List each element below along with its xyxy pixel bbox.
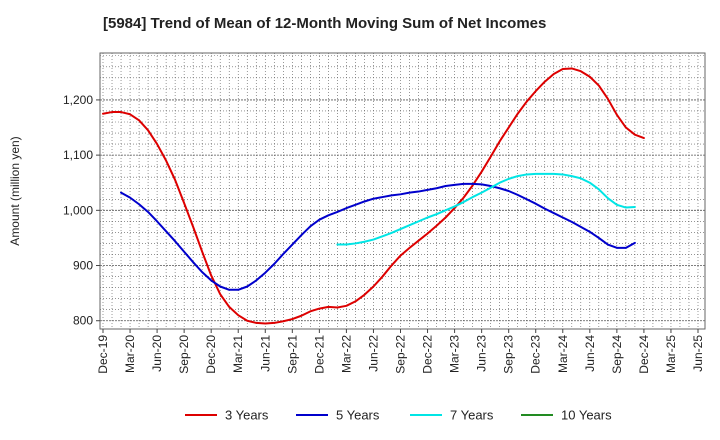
x-tick-label: Sep-22	[394, 335, 408, 374]
legend-label-10-years: 10 Years	[561, 408, 612, 423]
x-tick-label: Sep-24	[610, 335, 624, 374]
x-tick-label: Dec-20	[204, 335, 218, 374]
y-axis-ticks: 800 900 1,000 1,100 1,200	[63, 93, 100, 328]
y-tick-label: 900	[73, 259, 93, 273]
y-axis-title: Amount (million yen)	[8, 136, 22, 245]
chart-title: [5984] Trend of Mean of 12-Month Moving …	[103, 15, 547, 32]
x-tick-label: Mar-22	[339, 335, 353, 373]
x-tick-label: Jun-24	[583, 335, 597, 372]
legend: 3 Years 5 Years 7 Years 10 Years	[185, 408, 612, 423]
y-tick-label: 1,100	[63, 148, 93, 162]
legend-label-3-years: 3 Years	[225, 408, 269, 423]
y-tick-label: 1,000	[63, 203, 93, 217]
x-tick-label: Sep-23	[502, 335, 516, 374]
series-line-7-years	[336, 172, 636, 246]
series-line-3-years	[102, 67, 645, 325]
x-tick-label: Jun-21	[258, 335, 272, 372]
legend-label-7-years: 7 Years	[450, 408, 494, 423]
x-tick-label: Jun-20	[150, 335, 164, 372]
x-tick-label: Mar-23	[448, 335, 462, 373]
x-tick-label: Sep-21	[285, 335, 299, 374]
x-tick-label: Jun-25	[691, 335, 705, 372]
legend-label-5-years: 5 Years	[336, 408, 380, 423]
y-tick-label: 1,200	[63, 93, 93, 107]
x-tick-label: Dec-24	[637, 335, 651, 374]
series-lines	[102, 67, 645, 325]
series-line-5-years	[120, 182, 636, 291]
plot-frame	[99, 52, 706, 330]
x-tick-label: Dec-23	[529, 335, 543, 374]
y-tick-label: 800	[73, 314, 93, 328]
x-tick-label: Mar-21	[231, 335, 245, 373]
x-tick-label: Dec-19	[96, 335, 110, 374]
x-tick-label: Mar-25	[664, 335, 678, 373]
x-tick-label: Sep-20	[177, 335, 191, 374]
x-axis-ticks: Dec-19 Mar-20 Jun-20 Sep-20 Dec-20 Mar-21 Jun-…	[96, 329, 705, 374]
x-tick-label: Dec-22	[421, 335, 435, 374]
x-tick-label: Mar-20	[123, 335, 137, 373]
x-tick-label: Jun-23	[475, 335, 489, 372]
grid	[100, 53, 705, 329]
x-tick-label: Jun-22	[366, 335, 380, 372]
x-tick-label: Mar-24	[556, 335, 570, 373]
x-tick-label: Dec-21	[312, 335, 326, 374]
